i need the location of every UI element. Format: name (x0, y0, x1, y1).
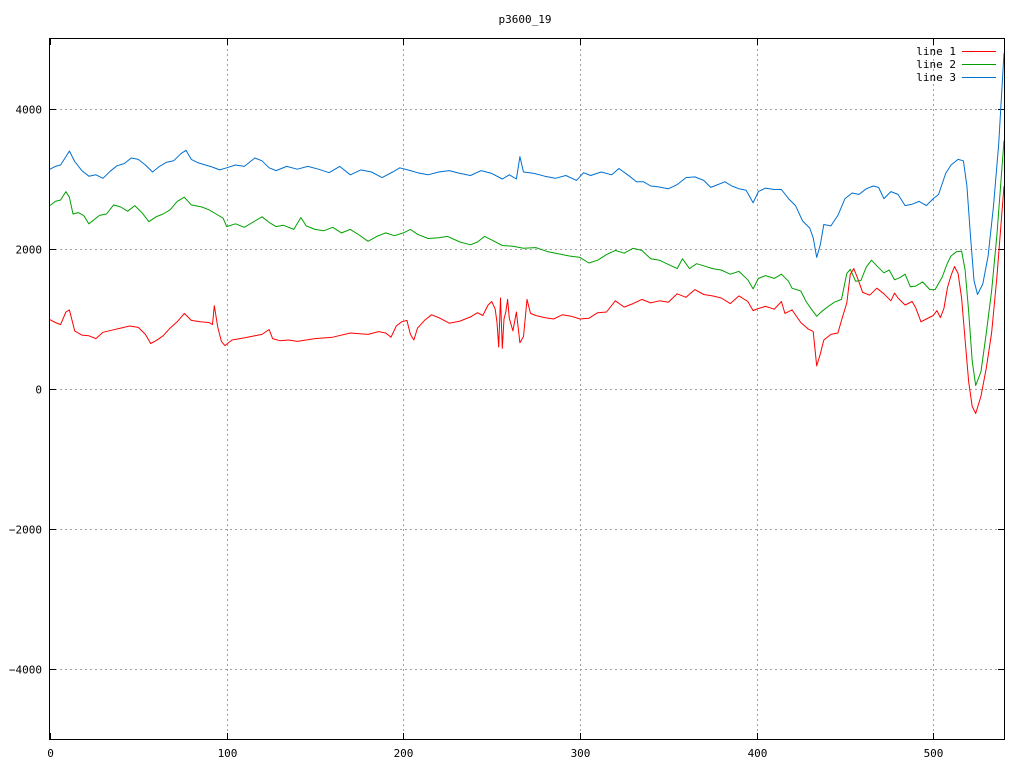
legend-label: line 2 (916, 58, 956, 71)
chart-title: p3600_19 (499, 13, 552, 26)
y-axis: −4000 −2000 0 2000 4000 (9, 104, 1004, 677)
legend-label: line 1 (916, 45, 956, 58)
y-tick-label: 4000 (16, 104, 43, 117)
x-tick-label: 200 (394, 747, 414, 760)
plot-frame (49, 38, 1005, 740)
x-tick-label: 0 (47, 747, 54, 760)
x-tick-label: 300 (571, 747, 591, 760)
x-tick-label: 100 (218, 747, 238, 760)
plot-series (49, 52, 1005, 414)
x-axis: 0 100 200 300 400 500 (47, 39, 943, 760)
legend-label: line 3 (916, 71, 956, 84)
y-tick-label: 0 (35, 384, 42, 397)
x-tick-label: 500 (924, 747, 944, 760)
y-tick-label: 2000 (16, 244, 43, 257)
series-line-3 (49, 52, 1005, 295)
series-line-2 (49, 140, 1005, 386)
y-tick-label: −4000 (9, 664, 42, 677)
series-line-1 (49, 185, 1005, 414)
y-tick-label: −2000 (9, 524, 42, 537)
x-tick-label: 400 (748, 747, 768, 760)
grid-lines (50, 39, 1004, 739)
